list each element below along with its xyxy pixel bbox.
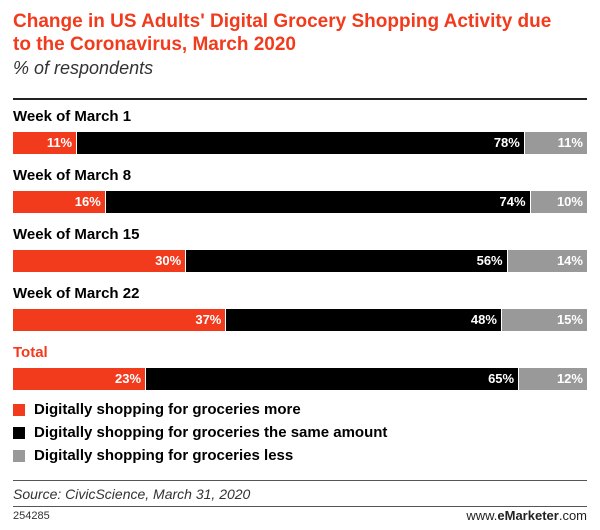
brand-suffix: .com [558, 508, 587, 523]
legend-swatch [13, 449, 25, 462]
data-label: 30% [155, 253, 182, 268]
bar-row-total: 23% 65% 12% [13, 368, 587, 390]
source-note: Source: CivicScience, March 31, 2020 [13, 486, 251, 502]
top-divider [13, 98, 587, 100]
bar-segment: 12% [518, 368, 587, 390]
data-label: 48% [470, 312, 497, 327]
bar-segment: 11% [523, 132, 587, 154]
data-label: 74% [499, 194, 526, 209]
bar-segment: 16% [13, 191, 105, 213]
data-label: 15% [556, 312, 583, 327]
bar-row-week-of-march-1: 11% 78% 11% [13, 132, 587, 154]
category-label-total: Total [13, 344, 48, 361]
bar-segment: 78% [76, 132, 524, 154]
brand-name: eMarketer [497, 508, 559, 523]
bar-segment: 65% [145, 368, 519, 390]
data-label: 12% [556, 371, 583, 386]
bar-row-week-of-march-15: 30% 56% 14% [13, 250, 587, 272]
data-label: 16% [74, 194, 101, 209]
legend-item: Digitally shopping for groceries more [13, 398, 387, 421]
brand-prefix: www. [466, 508, 498, 523]
category-label-week-of-march-15: Week of March 15 [13, 226, 140, 243]
data-label: 10% [556, 194, 583, 209]
bar-segment: 74% [104, 191, 530, 213]
data-label: 23% [114, 371, 142, 386]
bar-row-week-of-march-8: 16% 74% 10% [13, 191, 587, 213]
chart-id: 254285 [13, 510, 50, 522]
data-label: 11% [557, 135, 583, 150]
category-label-week-of-march-8: Week of March 8 [13, 167, 132, 184]
legend-swatch [13, 403, 25, 416]
legend-item: Digitally shopping for groceries less [13, 444, 387, 467]
legend-label: Digitally shopping for groceries more [34, 401, 301, 418]
data-label: 14% [556, 253, 583, 268]
bar-segment: 37% [13, 309, 226, 331]
bar-segment: 15% [500, 309, 587, 331]
bar-row-week-of-march-22: 37% 48% 15% [13, 309, 587, 331]
chart-title: Change in US Adults' Digital Grocery Sho… [13, 11, 552, 55]
data-label: 37% [195, 312, 222, 327]
data-label: 11% [46, 135, 73, 150]
legend-swatch [13, 426, 25, 439]
bar-segment: 48% [225, 309, 501, 331]
bar-segment: 14% [506, 250, 587, 272]
source-divider [13, 480, 587, 481]
bar-segment: 10% [529, 191, 587, 213]
legend-label: Digitally shopping for groceries the sam… [34, 424, 388, 441]
category-label-week-of-march-22: Week of March 22 [13, 285, 140, 302]
footer-divider [13, 506, 587, 507]
bar-segment: 11% [13, 132, 77, 154]
chart-subtitle: % of respondents [13, 58, 154, 78]
bar-segment: 23% [13, 368, 146, 390]
data-label: 78% [493, 135, 520, 150]
data-label: 56% [476, 253, 503, 268]
bar-segment: 30% [13, 250, 186, 272]
brand-logo[interactable]: www.eMarketer.com [466, 508, 587, 523]
bar-segment: 56% [185, 250, 507, 272]
category-label-week-of-march-1: Week of March 1 [13, 108, 132, 125]
data-label: 65% [488, 371, 515, 386]
legend-label: Digitally shopping for groceries less [34, 447, 294, 464]
legend: Digitally shopping for groceries more Dig… [13, 398, 387, 467]
legend-item: Digitally shopping for groceries the sam… [13, 421, 387, 444]
